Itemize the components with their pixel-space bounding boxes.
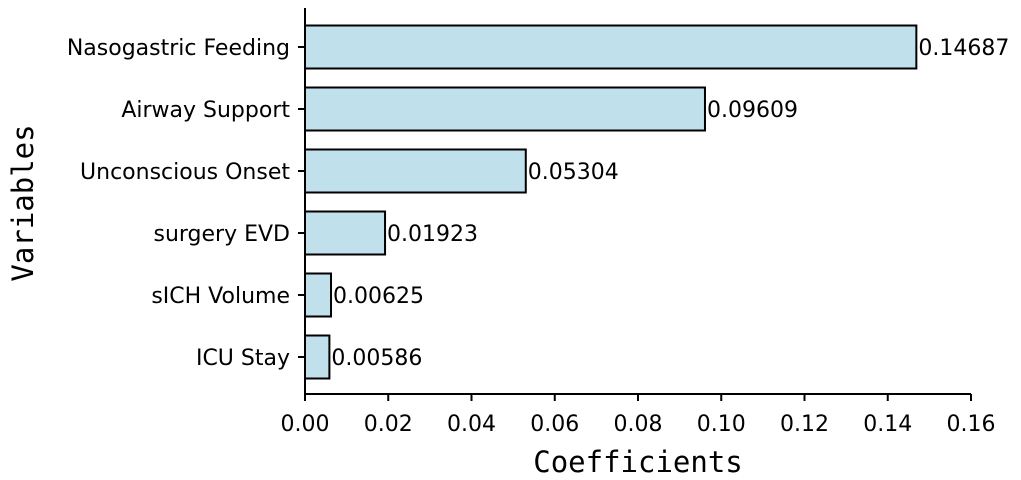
x-tick-label: 0.04 xyxy=(447,412,496,437)
y-axis: Nasogastric Feeding Airway Support Unconsc… xyxy=(67,8,306,395)
y-tick-label: Airway Support xyxy=(121,98,290,123)
bar-value-label: 0.09609 xyxy=(707,98,798,123)
bars-group xyxy=(304,24,918,380)
y-tick-label: surgery EVD xyxy=(153,222,290,247)
x-tick-label: 0.16 xyxy=(947,412,996,437)
x-tick-label: 0.00 xyxy=(281,412,330,437)
bar xyxy=(304,210,387,256)
y-tick-label: sICH Volume xyxy=(151,284,290,309)
x-axis: 0.00 0.02 0.04 0.06 0.08 0.10 0.12 0.14 0.16 xyxy=(281,393,996,437)
bar xyxy=(304,272,333,318)
x-tick-label: 0.14 xyxy=(863,412,912,437)
x-axis-title: Coefficients xyxy=(533,445,743,479)
x-tick-label: 0.06 xyxy=(530,412,579,437)
bar xyxy=(304,334,331,380)
bar xyxy=(304,86,706,132)
bar-value-label: 0.00625 xyxy=(333,284,424,309)
bar xyxy=(304,24,918,70)
bar-value-label: 0.05304 xyxy=(528,160,619,185)
bar-value-label: 0.00586 xyxy=(331,346,422,371)
y-tick-label: Unconscious Onset xyxy=(80,160,290,185)
y-tick-label: ICU Stay xyxy=(196,346,290,371)
value-labels-group: 0.14687 0.09609 0.05304 0.01923 0.00625 0.005… xyxy=(331,36,1009,371)
bar xyxy=(304,148,527,194)
x-tick-label: 0.10 xyxy=(697,412,746,437)
bar-value-label: 0.14687 xyxy=(918,36,1009,61)
bar-value-label: 0.01923 xyxy=(387,222,478,247)
y-tick-label: Nasogastric Feeding xyxy=(67,36,290,61)
x-tick-label: 0.12 xyxy=(780,412,829,437)
x-tick-label: 0.02 xyxy=(364,412,413,437)
y-axis-title: Variables xyxy=(6,124,40,281)
x-tick-label: 0.08 xyxy=(614,412,663,437)
